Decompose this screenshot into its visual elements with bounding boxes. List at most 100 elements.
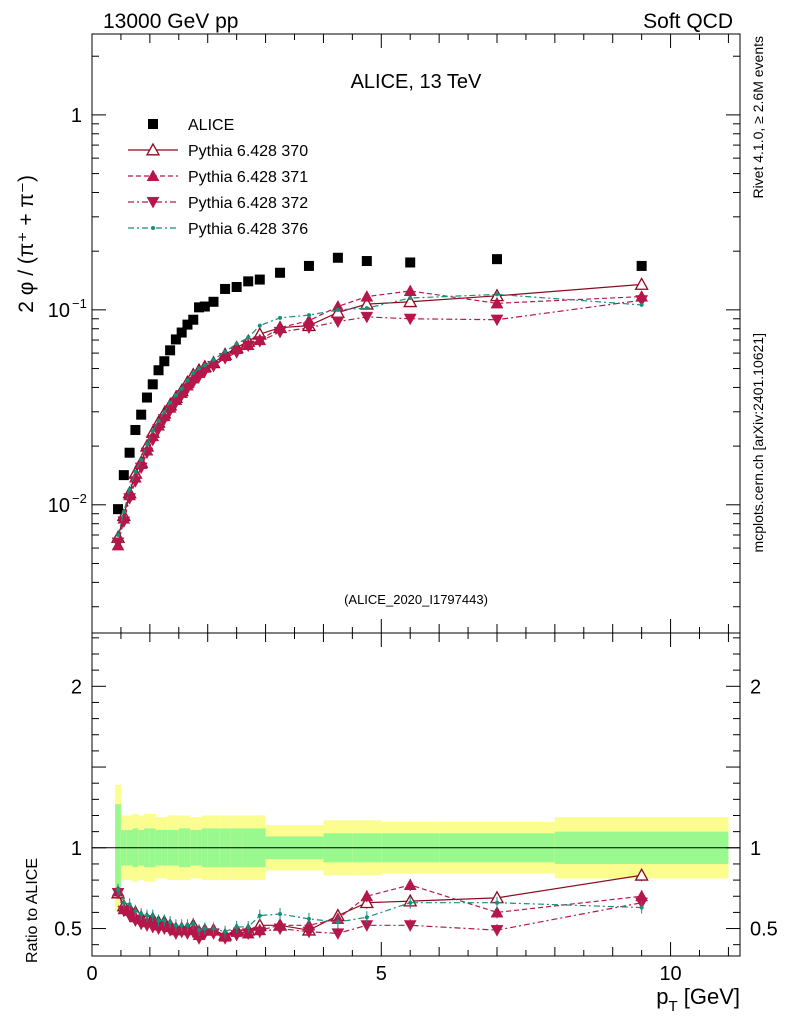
series-point [169,397,183,409]
series-point [185,378,190,383]
alice-point [303,260,314,271]
side-mcplots-text: mcplots.cern.ch [arXiv:2401.10621] [750,333,766,552]
series-point [173,393,178,398]
ratio-point [360,889,374,902]
series-point [639,302,644,307]
legend-label: ALICE [188,117,234,134]
y-tick-label: 1 [71,105,82,127]
series-alice [113,252,647,515]
ratio-series-line [117,889,642,933]
series-line [117,293,642,536]
alice-point [332,252,343,263]
series-point [278,315,283,320]
series-point [364,306,369,311]
alice-point [176,327,187,338]
ratio-point [133,908,138,913]
series-point [246,335,251,340]
x-axis-label-unit: [GeV] [678,984,740,1009]
legend-item: Pythia 6.428 372 [128,195,308,212]
ratio-point [403,878,417,890]
alice-point [136,409,147,420]
alice-point [199,301,210,312]
series-point [360,290,374,302]
ratio-point [150,913,155,918]
series-point [144,442,149,447]
ratio-point [121,900,126,905]
ratio-y-label: Ratio to ALICE [24,858,41,963]
legend-marker [148,119,158,129]
legend-label: Pythia 6.428 376 [188,221,308,238]
series-point [241,340,255,353]
series-point [156,418,161,423]
series-point [230,347,244,359]
ratio-series-pythia-6-428-372 [111,887,649,945]
legend-marker [151,226,155,230]
ratio-point [144,913,149,918]
series-point [191,370,196,375]
series-point [133,469,138,474]
series-point [490,296,504,309]
series-point [111,537,125,550]
y-tick-exponent: −1 [72,296,87,311]
y-tick-label: 1 [71,838,82,860]
ratio-series-pythia-6-428-376 [116,883,644,938]
y-tick-exponent: −2 [72,491,87,506]
series-point [302,322,316,335]
alice-point [141,392,152,403]
alice-point [208,296,219,307]
y-tick-label: 10 [48,300,70,322]
series-point [273,326,287,339]
series-point [127,487,132,492]
ratio-point [162,918,167,923]
ratio-plot: 0 5 100.5 0.51 12 2 Ratio to ALICE pT [GeV] [24,632,778,1015]
ratio-point [257,913,262,918]
alice-point [159,356,170,367]
series-point [150,428,155,433]
ratio-point [302,926,316,939]
ratio-point [234,924,239,929]
main-data-layer [110,252,649,551]
ratio-point [173,923,178,928]
ratio-point [139,912,144,917]
series-point [306,313,311,318]
legend-item: ALICE [148,117,234,134]
series-point [403,284,417,297]
series-point [186,377,200,389]
series-point [121,509,126,514]
ratio-frame [91,632,741,957]
ratio-point [335,920,340,925]
main-title: ALICE, 13 TeV [351,71,482,93]
legend-item: Pythia 6.428 376 [128,221,308,238]
series-point [179,386,184,391]
series-point [495,292,499,297]
ratio-point [403,920,417,932]
series-point [117,516,131,529]
series-point [403,313,417,326]
legend-label: Pythia 6.428 372 [188,195,308,212]
ratio-point [306,916,311,921]
alice-point [130,424,141,435]
y-tick-label: 10 [48,495,70,517]
series-point [634,277,649,290]
x-tick-label: 5 [376,963,387,985]
ratio-point [179,923,184,928]
header-left: 13000 GeV pp [103,10,238,33]
main-axis-ticks: 10 −210 −11 [48,34,740,633]
series-point [197,366,202,371]
ratio-point [278,912,283,917]
legend-item: Pythia 6.428 371 [128,169,308,186]
series-point [360,311,374,324]
x-axis-label-subscript: T [668,998,677,1015]
ratio-point [253,926,267,939]
alice-point [194,302,205,313]
main-plot: 10 −210 −11 ALICE, 13 TeV (ALICE_2020_I179… [15,33,741,634]
ratio-point [490,925,504,937]
alice-point [220,283,231,294]
ratio-point [202,926,207,931]
ratio-axis-ticks: 0 5 10 0.5 0.5 1 1 2 2 [54,633,778,985]
main-y-label: 2 φ / (π⁺ + π⁻) [15,175,38,313]
series-point [408,296,413,301]
ratio-point [185,923,190,928]
alice-point [113,504,124,515]
